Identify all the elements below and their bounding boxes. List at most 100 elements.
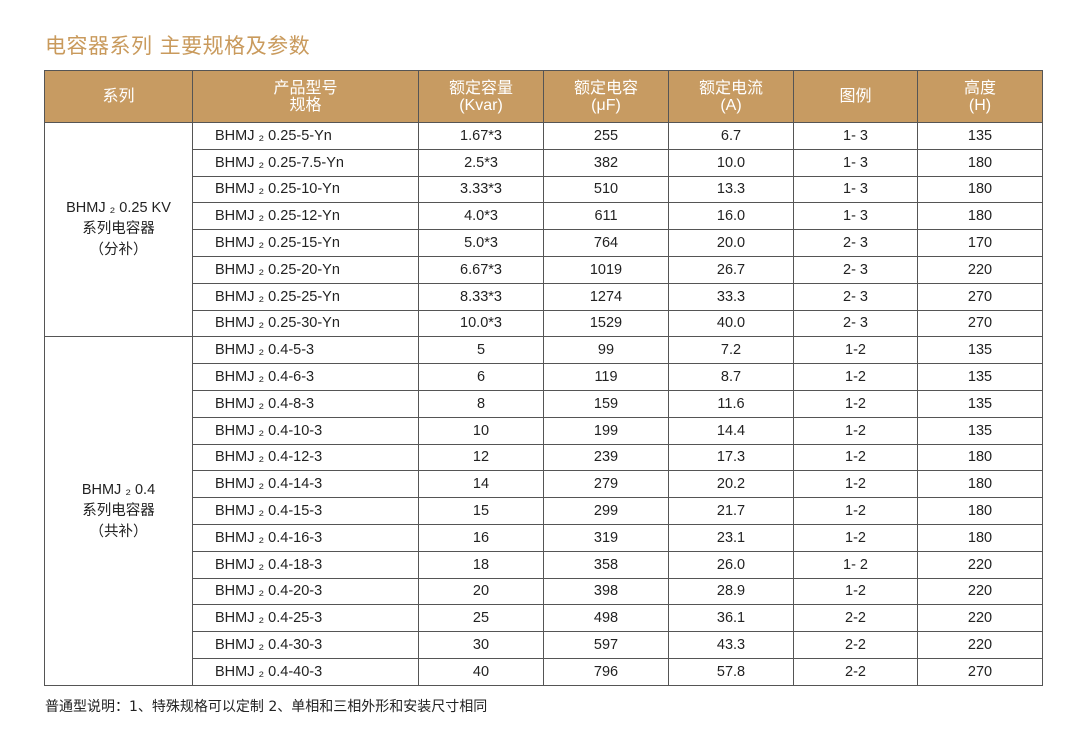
height-cell: 220: [917, 604, 1043, 633]
figure-cell: 2-2: [793, 631, 918, 659]
capacitance-cell: 510: [543, 175, 669, 204]
series-group-label-line1: BHMJ ₂ 0.25 KV: [66, 200, 171, 217]
series-group-label-line2: 系列电容器: [82, 221, 155, 238]
current-cell: 33.3: [668, 282, 794, 311]
capacitance-cell: 358: [543, 550, 669, 579]
model-cell: BHMJ ₂ 0.4-10-3: [192, 416, 419, 445]
figure-cell: 2- 3: [793, 309, 918, 338]
current-cell: 17.3: [668, 443, 794, 472]
capacitance-cell: 279: [543, 470, 669, 499]
series-group-label-line3: （分补）: [89, 242, 148, 259]
model-cell: BHMJ ₂ 0.25-25-Yn: [192, 282, 419, 311]
table-row: BHMJ ₂ 0.4-15-3 15 299 21.7 1-2 180: [45, 497, 1043, 525]
header-capacity: 额定容量 (Kvar): [418, 70, 544, 123]
table-row: BHMJ ₂ 0.25 KV 系列电容器 （分补） BHMJ ₂ 0.25-5-Yn 1…: [44, 121, 1043, 338]
capacity-cell: 2.5*3: [418, 148, 544, 177]
capacity-cell: 20: [418, 577, 544, 606]
figure-cell: 1- 3: [793, 148, 918, 177]
model-cell: BHMJ ₂ 0.25-12-Yn: [192, 202, 419, 231]
capacity-cell: 3.33*3: [418, 175, 544, 204]
figure-cell: 2-2: [793, 657, 918, 686]
table-row: BHMJ ₂ 0.25-30-Yn 10.0*3 1529 40.0 2- 3 270: [45, 309, 1043, 338]
capacitance-cell: 398: [543, 577, 669, 606]
capacity-cell: 4.0*3: [418, 202, 544, 231]
capacitance-cell: 382: [543, 148, 669, 177]
height-cell: 220: [917, 550, 1043, 579]
current-cell: 21.7: [668, 497, 794, 525]
model-cell: BHMJ ₂ 0.25-30-Yn: [192, 309, 419, 338]
capacity-cell: 8.33*3: [418, 282, 544, 311]
height-cell: 135: [917, 336, 1043, 365]
header-series-label: 系列: [102, 88, 135, 105]
model-cell: BHMJ ₂ 0.25-20-Yn: [192, 255, 419, 284]
current-cell: 20.2: [668, 470, 794, 499]
header-capacity-line1: 额定容量: [448, 79, 513, 97]
model-cell: BHMJ ₂ 0.4-6-3: [192, 363, 419, 391]
model-cell: BHMJ ₂ 0.4-16-3: [192, 523, 419, 552]
header-capacity-line2: (Kvar): [459, 96, 503, 114]
capacity-cell: 14: [418, 470, 544, 499]
model-cell: BHMJ ₂ 0.4-40-3: [192, 657, 419, 686]
current-cell: 20.0: [668, 229, 794, 257]
capacity-cell: 8: [418, 389, 544, 418]
capacitance-cell: 119: [543, 363, 669, 391]
model-cell: BHMJ ₂ 0.4-5-3: [192, 336, 419, 365]
series-group-label-line2: 系列电容器: [82, 502, 155, 519]
spec-table: 系列 产品型号 规格 额定容量 (Kvar) 额定电容 (μF) 额定电流 (A…: [44, 70, 1043, 686]
figure-cell: 2- 3: [793, 229, 918, 257]
current-cell: 13.3: [668, 175, 794, 204]
height-cell: 220: [917, 577, 1043, 606]
figure-cell: 1-2: [793, 416, 918, 445]
header-series: 系列: [44, 70, 193, 123]
capacity-cell: 6: [418, 363, 544, 391]
current-cell: 43.3: [668, 631, 794, 659]
height-cell: 135: [917, 122, 1043, 150]
height-cell: 270: [917, 309, 1043, 338]
table-row: BHMJ ₂ 0.25-12-Yn 4.0*3 611 16.0 1- 3 180: [45, 202, 1043, 231]
height-cell: 170: [917, 229, 1043, 257]
capacitance-cell: 255: [543, 122, 669, 150]
model-cell: BHMJ ₂ 0.25-10-Yn: [192, 175, 419, 204]
table-row: BHMJ ₂ 0.4-18-3 18 358 26.0 1- 2 220: [45, 550, 1043, 579]
capacitance-cell: 99: [543, 336, 669, 365]
figure-cell: 1- 2: [793, 550, 918, 579]
header-row: 系列 产品型号 规格 额定容量 (Kvar) 额定电容 (μF) 额定电流 (A…: [44, 70, 1043, 123]
model-cell: BHMJ ₂ 0.4-30-3: [192, 631, 419, 659]
height-cell: 180: [917, 470, 1043, 499]
height-cell: 135: [917, 363, 1043, 391]
header-model-line2: 规格: [289, 96, 322, 114]
figure-cell: 1-2: [793, 363, 918, 391]
series-group-cell: BHMJ ₂ 0.4 系列电容器 （共补）: [44, 336, 193, 686]
header-figure: 图例: [793, 70, 918, 123]
height-cell: 180: [917, 523, 1043, 552]
current-cell: 10.0: [668, 148, 794, 177]
header-current: 额定电流 (A): [668, 70, 794, 123]
header-capacitance: 额定电容 (μF): [543, 70, 669, 123]
figure-cell: 1-2: [793, 470, 918, 499]
table-row: BHMJ ₂ 0.25-10-Yn 3.33*3 510 13.3 1- 3 180: [45, 175, 1043, 204]
table-row: BHMJ ₂ 0.4-10-3 10 199 14.4 1-2 135: [45, 416, 1043, 445]
height-cell: 180: [917, 443, 1043, 472]
current-cell: 23.1: [668, 523, 794, 552]
height-cell: 180: [917, 202, 1043, 231]
height-cell: 135: [917, 416, 1043, 445]
current-cell: 14.4: [668, 416, 794, 445]
capacity-cell: 40: [418, 657, 544, 686]
current-cell: 11.6: [668, 389, 794, 418]
current-cell: 7.2: [668, 336, 794, 365]
capacitance-cell: 796: [543, 657, 669, 686]
model-cell: BHMJ ₂ 0.4-14-3: [192, 470, 419, 499]
height-cell: 180: [917, 148, 1043, 177]
figure-cell: 1-2: [793, 389, 918, 418]
table-row: BHMJ ₂ 0.4-8-3 8 159 11.6 1-2 135: [45, 389, 1043, 418]
series-group-label-line1: BHMJ ₂ 0.4: [81, 481, 156, 498]
header-model: 产品型号 规格: [192, 70, 419, 123]
figure-cell: 1-2: [793, 336, 918, 365]
model-cell: BHMJ ₂ 0.25-5-Yn: [192, 122, 419, 150]
page-title: 电容器系列 主要规格及参数: [45, 34, 311, 58]
table-row: BHMJ ₂ 0.4-12-3 12 239 17.3 1-2 180: [45, 443, 1043, 472]
capacitance-cell: 239: [543, 443, 669, 472]
header-height: 高度 (H): [917, 70, 1043, 123]
capacitance-cell: 597: [543, 631, 669, 659]
figure-cell: 2- 3: [793, 255, 918, 284]
